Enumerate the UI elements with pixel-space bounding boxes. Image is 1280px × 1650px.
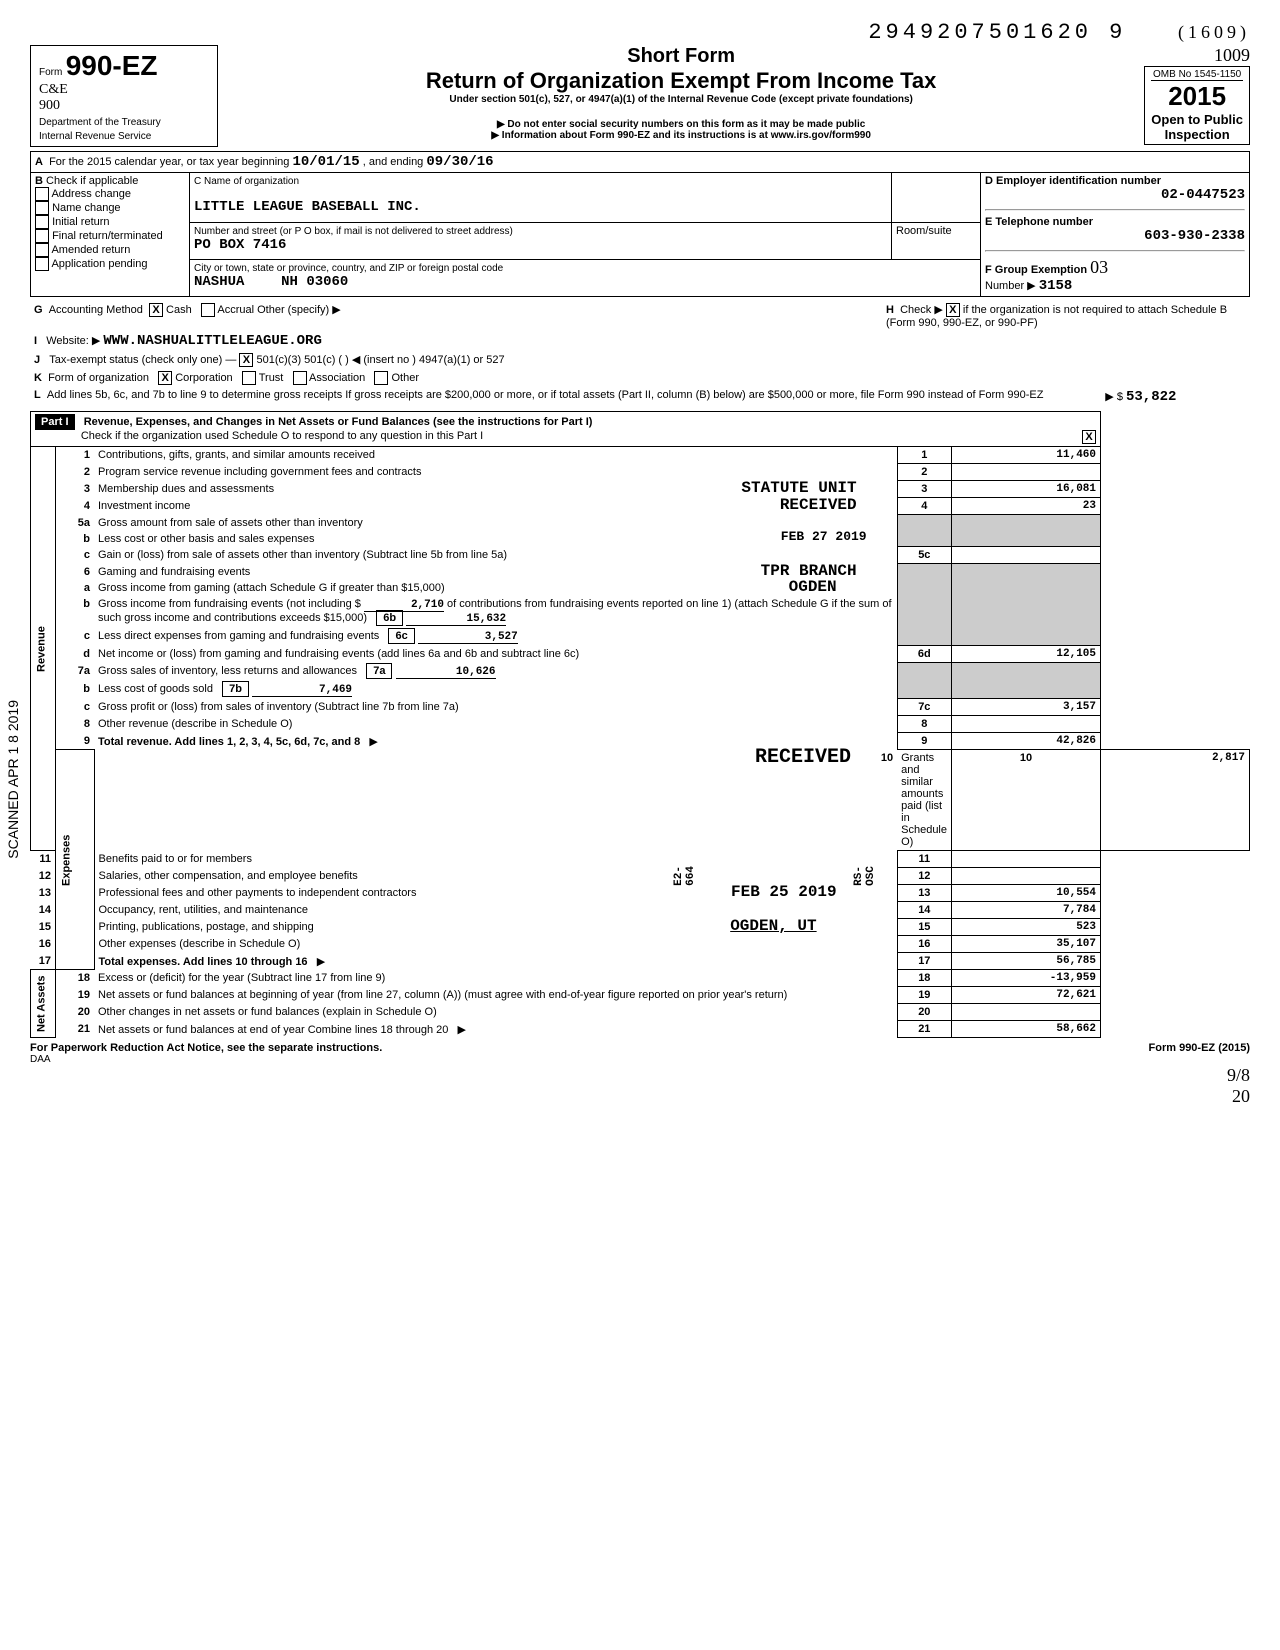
handwritten-top: (1609)	[1178, 22, 1250, 42]
line-k: K Form of organization X Corporation Tru…	[30, 369, 1250, 387]
form-number-box: Form 990-EZ C&E900 Department of the Tre…	[30, 45, 218, 147]
netassets-label: Net Assets	[31, 970, 56, 1038]
line-7b: Less cost of goods sold 7b 7,469	[94, 681, 897, 699]
line-6a: Gross income from gaming (attach Schedul…	[94, 580, 897, 596]
scanned-stamp: SCANNED APR 1 8 2019	[5, 700, 21, 859]
ogden-stamp-2: OGDEN, UT	[730, 917, 816, 935]
block-b: B Check if applicable Address change Nam…	[31, 173, 190, 297]
line-1: Contributions, gifts, grants, and simila…	[94, 447, 897, 464]
line-5b: Less cost or other basis and sales expen…	[94, 531, 897, 547]
block-c-street: Number and street (or P O box, if mail i…	[190, 223, 892, 260]
line-4: Investment income RECEIVED	[94, 498, 897, 515]
room-label: Room/suite	[892, 223, 981, 260]
rsosc-stamp: RS-OSC	[853, 866, 877, 886]
line-10: Grants and similar amounts paid (list in…	[897, 750, 951, 851]
handwritten-footer: 9/8 20	[30, 1065, 1250, 1107]
line-3: Membership dues and assessments STATUTE …	[94, 481, 897, 498]
line-j: J Tax-exempt status (check only one) — X…	[30, 351, 1250, 369]
line-h: H Check ▶ X if the organization is not r…	[882, 301, 1250, 331]
statute-stamp: STATUTE UNIT	[741, 479, 856, 497]
line-8: Other revenue (describe in Schedule O)	[94, 716, 897, 733]
dln-number: 2949207501620 9 (1609)	[30, 20, 1250, 45]
room-suite	[892, 173, 981, 223]
footer: For Paperwork Reduction Act Notice, see …	[30, 1042, 1250, 1054]
line-6b: Gross income from fundraising events (no…	[94, 596, 897, 628]
line-g: G Accounting Method X Cash Accrual Other…	[30, 301, 882, 331]
received-stamp-2: RECEIVED	[755, 746, 851, 769]
year-box: OMB No 1545-1150 2015 Open to Public Ins…	[1144, 66, 1250, 145]
date-stamp-1: FEB 27 2019	[781, 529, 867, 544]
hw-inspection: 1009	[1214, 45, 1250, 65]
ogden-stamp-1: OGDEN	[789, 578, 837, 596]
line-15: Printing, publications, postage, and shi…	[94, 919, 897, 936]
line-7a: Gross sales of inventory, less returns a…	[94, 663, 897, 681]
line-13: Professional fees and other payments to …	[94, 885, 897, 902]
hw-state: 03	[1090, 257, 1108, 277]
line-i: I Website: ▶ WWW.NASHUALITTLELEAGUE.ORG	[30, 331, 882, 351]
line-20: Other changes in net assets or fund bala…	[94, 1004, 897, 1021]
line-11: Benefits paid to or for members	[94, 851, 897, 868]
line-18: Excess or (deficit) for the year (Subtra…	[94, 970, 897, 987]
e2-stamp: E2-664	[673, 866, 697, 886]
received-stamp-1: RECEIVED	[780, 496, 857, 514]
title-block: Short Form Return of Organization Exempt…	[218, 45, 1144, 141]
part-i-header: Part I Revenue, Expenses, and Changes in…	[31, 412, 1101, 447]
line-6: Gaming and fundraising events TPR BRANCH	[94, 564, 897, 580]
line-a: A For the 2015 calendar year, or tax yea…	[31, 152, 1250, 173]
line-6c: Less direct expenses from gaming and fun…	[94, 628, 897, 646]
line-19: Net assets or fund balances at beginning…	[94, 987, 897, 1004]
block-c-name: C Name of organization LITTLE LEAGUE BAS…	[190, 173, 892, 223]
expenses-label: Expenses	[56, 750, 95, 970]
block-c-city: City or town, state or province, country…	[190, 260, 981, 297]
revenue-label: Revenue	[31, 447, 56, 851]
line-l: L Add lines 5b, 6c, and 7b to line 9 to …	[30, 387, 1250, 407]
line-17: Total expenses. Add lines 10 through 16 …	[94, 953, 897, 970]
line-7c: Gross profit or (loss) from sales of inv…	[94, 699, 897, 716]
blocks-def: D Employer identification number 02-0447…	[981, 173, 1250, 297]
footer-daa: DAA	[30, 1054, 1250, 1065]
date-stamp-2: FEB 25 2019	[731, 883, 837, 901]
line-16: Other expenses (describe in Schedule O)	[94, 936, 897, 953]
line-21: Net assets or fund balances at end of ye…	[94, 1021, 897, 1038]
line-5a: Gross amount from sale of assets other t…	[94, 515, 897, 531]
line-6d: Net income or (loss) from gaming and fun…	[94, 646, 897, 663]
